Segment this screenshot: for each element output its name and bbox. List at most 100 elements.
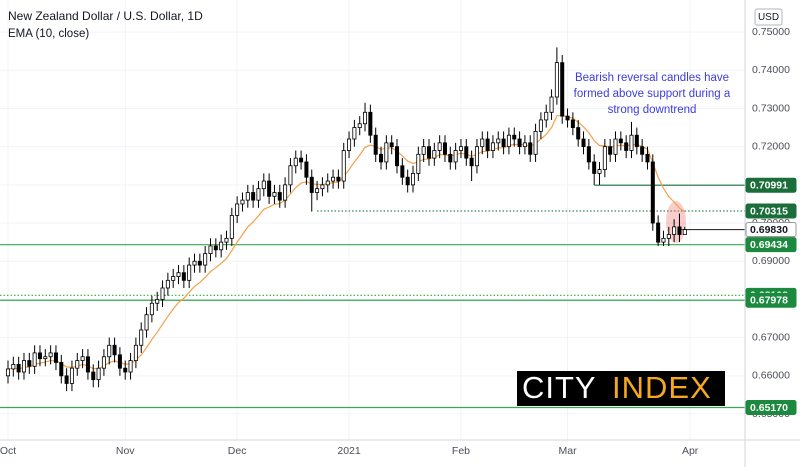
candle-body (288, 165, 293, 186)
candle-body (528, 142, 533, 155)
candle-body (480, 138, 485, 148)
candle-body (283, 184, 288, 201)
candle-body (554, 62, 559, 98)
x-tick-label: Oct (0, 445, 16, 457)
price-tag (745, 177, 797, 193)
candle-body (336, 176, 341, 182)
candle-body (160, 287, 165, 300)
candle-body (533, 130, 538, 155)
candle-body (490, 142, 495, 151)
price-tag-label: 0.65170 (750, 402, 788, 414)
candle-body (405, 176, 410, 186)
candle-body (357, 123, 362, 128)
candle-body (618, 138, 623, 144)
grid (0, 0, 745, 440)
candle-body (661, 237, 666, 243)
candle-body (368, 111, 373, 136)
candle-body (506, 134, 511, 148)
candle-body (570, 119, 575, 128)
candle-body (320, 184, 325, 190)
y-tick-label: 0.67000 (752, 331, 790, 343)
candle-body (101, 356, 106, 369)
candle-body (581, 138, 586, 148)
candle-body (400, 165, 405, 178)
candle-body (48, 352, 53, 358)
y-tick-label: 0.66000 (752, 370, 790, 382)
y-tick-label: 0.69000 (752, 255, 790, 267)
candle-body (96, 367, 101, 381)
candle-body (421, 146, 426, 155)
candle-body (69, 367, 74, 384)
candle-body (133, 344, 138, 361)
y-tick-label: 0.73000 (752, 102, 790, 114)
x-tick-label: 2021 (337, 445, 361, 457)
candle-body (128, 360, 133, 373)
candle-body (389, 142, 394, 148)
candle-body (267, 180, 272, 197)
candle-body (123, 367, 128, 373)
candle-body (682, 229, 687, 235)
candle-body (176, 272, 181, 277)
candle-body (645, 153, 650, 163)
candle-body (331, 176, 336, 182)
candle-body (64, 375, 69, 384)
candle-body (426, 146, 431, 159)
candle-body (107, 344, 112, 358)
y-tick-label: 0.72000 (752, 140, 790, 152)
x-tick-label: Mar (558, 445, 577, 457)
candle-body (21, 360, 26, 373)
candle-body (384, 142, 389, 163)
candle-body (235, 203, 240, 216)
candle-body (192, 260, 197, 266)
candle-body (549, 96, 554, 113)
candle-body (11, 363, 16, 370)
candle-body (501, 138, 506, 148)
candle-body (347, 138, 352, 151)
candle-body (59, 362, 64, 377)
candle-body (538, 119, 543, 132)
levels (0, 184, 745, 409)
candle-body (672, 226, 677, 235)
x-tick-label: Nov (116, 445, 135, 457)
candle-body (53, 352, 58, 363)
candle-body (37, 352, 42, 360)
candle-body (629, 134, 634, 151)
candle-body (485, 138, 490, 151)
x-tick-label: Apr (682, 445, 699, 457)
candle-body (379, 153, 384, 163)
axes: 0.650000.660000.670000.680000.690000.700… (0, 26, 797, 457)
price-tag-label: 0.70315 (750, 205, 788, 217)
candle-body (448, 153, 453, 163)
candle-body (522, 142, 527, 148)
candle-body (229, 215, 234, 239)
candle-body (656, 222, 661, 243)
candle-body (299, 157, 304, 163)
candle-body (144, 314, 149, 331)
candle-body (32, 352, 37, 367)
candle-body (5, 368, 10, 377)
candle-body (442, 142, 447, 155)
candle-body (458, 146, 463, 151)
candle-body (261, 180, 266, 190)
candle-body (416, 153, 421, 174)
candle-body (224, 237, 229, 243)
annotation: strong downtrend (608, 104, 697, 116)
candle-body (187, 264, 192, 281)
candle-body (469, 157, 474, 167)
candle-body (27, 360, 32, 367)
candle-body (411, 173, 416, 186)
logo-city: CITY (522, 370, 597, 405)
candle-body (181, 272, 186, 281)
candle-body (464, 146, 469, 159)
candle-body (315, 188, 320, 193)
candle-body (240, 199, 245, 205)
price-tag (745, 237, 797, 253)
candle-body (395, 146, 400, 167)
indicator-label: EMA (10, close) (8, 28, 89, 40)
logo-index: INDEX (612, 370, 712, 405)
x-tick-label: Feb (452, 445, 470, 457)
annotation: Bearish reversal candles have (575, 72, 729, 84)
price-tag (745, 203, 797, 219)
candle-body (576, 127, 581, 140)
candle-body (544, 111, 549, 121)
